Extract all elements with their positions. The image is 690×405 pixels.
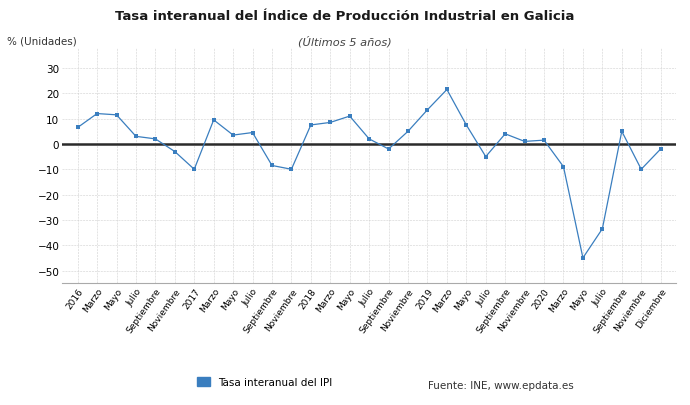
Text: Tasa interanual del Índice de Producción Industrial en Galicia: Tasa interanual del Índice de Producción… <box>115 10 575 23</box>
Text: % (Unidades): % (Unidades) <box>7 36 77 46</box>
Text: (Últimos 5 años): (Últimos 5 años) <box>298 36 392 47</box>
Legend: Tasa interanual del IPI: Tasa interanual del IPI <box>193 373 337 391</box>
Text: Fuente: INE, www.epdata.es: Fuente: INE, www.epdata.es <box>428 379 573 390</box>
